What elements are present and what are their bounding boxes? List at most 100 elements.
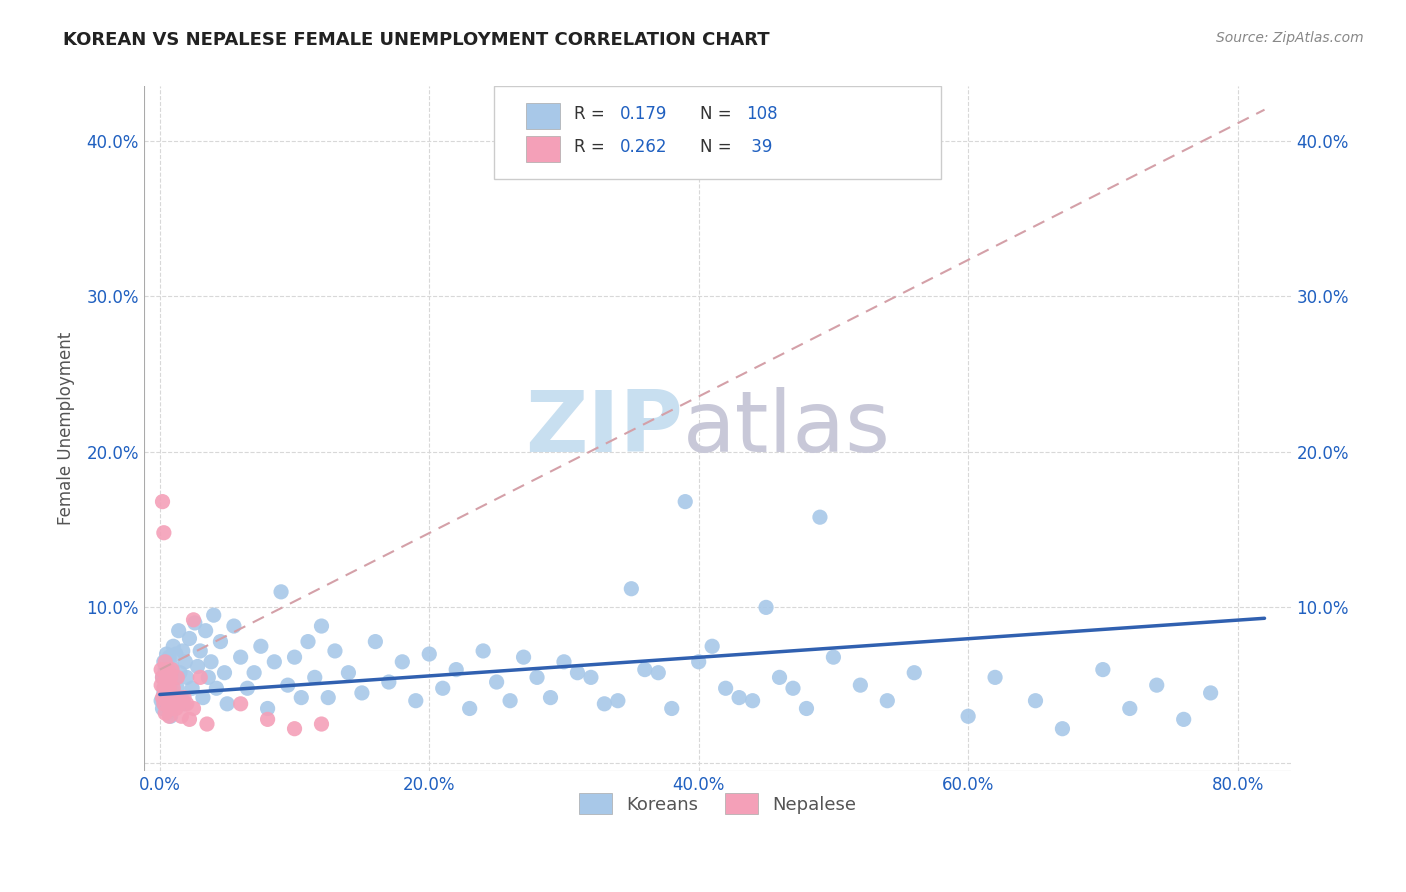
Point: [714, 681, 737, 696]
Point: [188, 670, 211, 684]
Point: [166, 681, 188, 696]
Text: KOREAN VS NEPALESE FEMALE UNEMPLOYMENT CORRELATION CHART: KOREAN VS NEPALESE FEMALE UNEMPLOYMENT C…: [63, 31, 770, 49]
Point: [263, 655, 285, 669]
Point: [195, 717, 218, 731]
Point: [606, 694, 628, 708]
Point: [160, 684, 183, 698]
Point: [702, 640, 724, 654]
Text: Source: ZipAtlas.com: Source: ZipAtlas.com: [1216, 31, 1364, 45]
Text: 108: 108: [747, 105, 778, 123]
Y-axis label: Female Unemployment: Female Unemployment: [58, 332, 75, 525]
Point: [250, 640, 273, 654]
Point: [153, 697, 176, 711]
FancyBboxPatch shape: [494, 87, 942, 178]
Point: [156, 663, 179, 677]
Point: [1199, 686, 1222, 700]
Point: [169, 665, 191, 680]
Point: [405, 694, 427, 708]
Point: [160, 701, 183, 715]
Point: [849, 678, 872, 692]
Point: [217, 697, 239, 711]
Text: ZIP: ZIP: [526, 387, 683, 470]
Point: [186, 659, 208, 673]
Point: [512, 650, 534, 665]
Point: [159, 675, 181, 690]
Point: [391, 655, 413, 669]
Point: [876, 694, 898, 708]
Point: [162, 697, 184, 711]
Point: [270, 584, 292, 599]
Point: [472, 644, 495, 658]
Point: [156, 690, 179, 705]
Point: [283, 650, 305, 665]
Point: [167, 624, 190, 638]
Point: [768, 670, 790, 684]
Point: [165, 701, 187, 715]
Point: [153, 525, 176, 540]
Point: [755, 600, 778, 615]
Point: [1146, 678, 1168, 692]
Point: [209, 634, 232, 648]
Point: [157, 681, 180, 696]
Point: [150, 694, 173, 708]
Point: [155, 697, 177, 711]
Point: [673, 494, 696, 508]
Point: [166, 670, 188, 684]
Point: [170, 690, 193, 705]
Point: [593, 697, 616, 711]
Point: [159, 709, 181, 723]
Point: [741, 694, 763, 708]
Point: [160, 659, 183, 673]
Point: [243, 665, 266, 680]
Point: [159, 690, 181, 705]
Point: [444, 663, 467, 677]
Point: [229, 697, 252, 711]
Point: [162, 640, 184, 654]
Point: [364, 634, 387, 648]
Point: [157, 650, 180, 665]
Point: [156, 697, 179, 711]
Point: [183, 613, 205, 627]
Point: [202, 608, 225, 623]
Text: N =: N =: [700, 105, 737, 123]
Point: [984, 670, 1007, 684]
Point: [152, 670, 174, 684]
Point: [567, 665, 589, 680]
Point: [163, 670, 186, 684]
Point: [159, 670, 181, 684]
Point: [173, 690, 195, 705]
Point: [311, 619, 333, 633]
Point: [205, 681, 228, 696]
Point: [179, 632, 201, 646]
Point: [191, 690, 214, 705]
Point: [808, 510, 831, 524]
Point: [290, 690, 312, 705]
Point: [256, 701, 278, 715]
Point: [167, 690, 190, 705]
Point: [553, 655, 575, 669]
Point: [194, 624, 217, 638]
Point: [229, 650, 252, 665]
Point: [155, 663, 177, 677]
Point: [155, 647, 177, 661]
Point: [236, 681, 259, 696]
Point: [283, 722, 305, 736]
Point: [432, 681, 454, 696]
Point: [378, 675, 401, 690]
Point: [160, 663, 183, 677]
Point: [155, 706, 177, 720]
Point: [165, 647, 187, 661]
Point: [179, 712, 201, 726]
Point: [1119, 701, 1142, 715]
Point: [188, 644, 211, 658]
Point: [823, 650, 845, 665]
Point: [957, 709, 980, 723]
Point: [256, 712, 278, 726]
Point: [152, 701, 174, 715]
Text: atlas: atlas: [683, 387, 891, 470]
Legend: Koreans, Nepalese: Koreans, Nepalese: [569, 784, 865, 823]
Point: [688, 655, 710, 669]
Point: [323, 644, 346, 658]
Point: [579, 670, 602, 684]
Text: R =: R =: [574, 137, 610, 156]
